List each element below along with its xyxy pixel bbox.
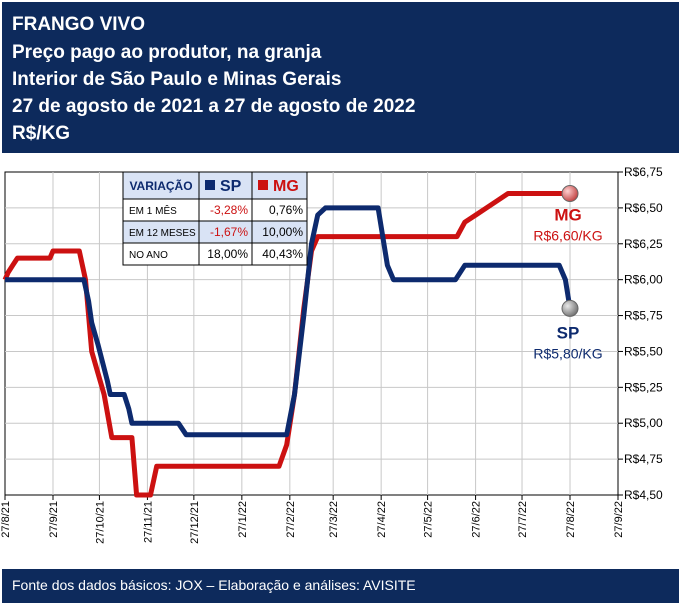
title-line-4: 27 de agosto de 2021 a 27 de agosto de 2… xyxy=(12,96,416,117)
x-tick-label: 27/3/22 xyxy=(328,501,340,538)
y-tick-label: R$4,75 xyxy=(624,452,663,466)
x-tick-label: 27/10/21 xyxy=(94,501,106,544)
variation-table: VARIAÇÃO SP MG EM 1 MÊS -3,28% 0,76% EM 12 MES… xyxy=(122,171,308,266)
x-tick-label: 27/5/22 xyxy=(423,501,435,538)
x-tick-label: 27/11/21 xyxy=(142,501,154,543)
series-end-marker-sp xyxy=(561,299,579,317)
x-tick-label: 27/9/21 xyxy=(48,501,60,538)
table-cell-mg: 40,43% xyxy=(262,247,303,261)
title-line-2: Preço pago ao produtor, na granja xyxy=(12,42,322,63)
series-end-label-mg: MG xyxy=(554,206,581,225)
x-tick-label: 27/8/22 xyxy=(565,501,577,538)
x-tick-label: 27/4/22 xyxy=(376,501,388,538)
x-tick-label: 27/9/22 xyxy=(613,501,625,538)
price-chart: R$4,50 R$4,75 R$5,00 R$5,25 R$5,50 R$5,75 R$6,… xyxy=(0,165,663,544)
plot-area xyxy=(4,171,619,496)
x-tick-label: 27/12/21 xyxy=(189,501,201,544)
series-line-mg xyxy=(2,191,570,498)
x-tick-label: 27/6/22 xyxy=(471,501,483,538)
table-row-label: EM 1 MÊS xyxy=(129,204,177,217)
table-row-label: EM 12 MESES xyxy=(129,228,196,239)
y-tick-label: R$5,00 xyxy=(624,416,663,430)
title-line-5: R$/KG xyxy=(12,123,71,144)
title-line-1: FRANGO VIVO xyxy=(12,14,146,35)
source-footer: Fonte dos dados básicos: JOX – Elaboraçã… xyxy=(0,567,681,605)
series-end-label-sp: SP xyxy=(557,323,580,342)
y-tick-label: R$5,75 xyxy=(624,309,663,323)
y-tick-label: R$5,25 xyxy=(624,380,663,394)
y-tick-label: R$4,50 xyxy=(624,488,663,502)
table-row-label: NO ANO xyxy=(129,250,168,261)
y-tick-label: R$6,25 xyxy=(624,237,663,251)
title-banner: FRANGO VIVO Preço pago ao produtor, na g… xyxy=(0,0,681,155)
x-tick-label: 27/1/22 xyxy=(237,501,249,538)
table-cell-sp: -1,67% xyxy=(210,225,248,239)
x-tick-label: 27/2/22 xyxy=(285,501,297,538)
table-cell-sp: 18,00% xyxy=(207,247,248,261)
series-end-value-sp: R$5,80/KG xyxy=(533,345,602,361)
x-tick-label: 27/7/22 xyxy=(517,501,529,538)
source-text: Fonte dos dados básicos: JOX – Elaboraçã… xyxy=(12,577,416,593)
table-row xyxy=(122,242,308,266)
y-tick-label: R$6,00 xyxy=(624,273,663,287)
series-line-sp xyxy=(5,205,573,438)
legend-label-mg: MG xyxy=(273,178,299,195)
legend-swatch-mg xyxy=(258,180,268,190)
table-header-label: VARIAÇÃO xyxy=(129,178,192,193)
y-tick-label: R$6,50 xyxy=(624,201,663,215)
table-cell-mg: 0,76% xyxy=(269,203,303,217)
title-line-3: Interior de São Paulo e Minas Gerais xyxy=(12,69,342,90)
table-cell-mg: 10,00% xyxy=(262,225,303,239)
y-tick-label: R$6,75 xyxy=(624,165,663,179)
series-end-marker-mg xyxy=(561,185,579,203)
series-end-value-mg: R$6,60/KG xyxy=(533,228,602,244)
legend-label-sp: SP xyxy=(220,178,242,195)
y-tick-label: R$5,50 xyxy=(624,344,663,358)
legend-swatch-sp xyxy=(205,180,215,190)
table-cell-sp: -3,28% xyxy=(210,203,248,217)
x-tick-label: 27/8/21 xyxy=(0,501,12,538)
